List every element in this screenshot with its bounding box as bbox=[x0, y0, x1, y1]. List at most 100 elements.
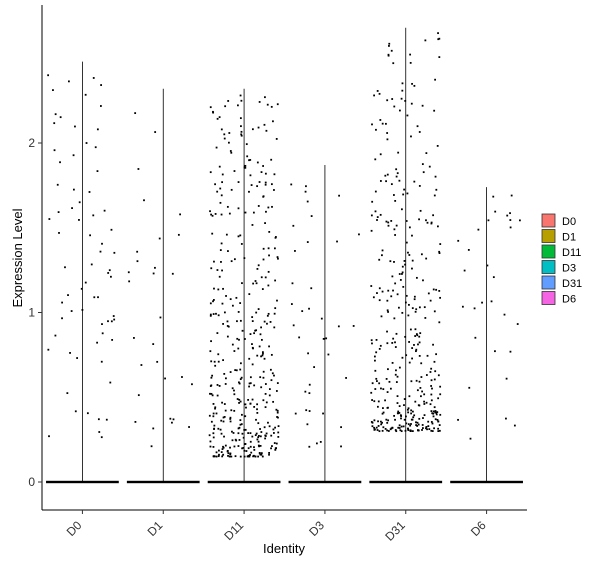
data-point bbox=[382, 388, 385, 391]
violin-base-d31 bbox=[369, 480, 443, 484]
data-point bbox=[216, 269, 219, 271]
data-point bbox=[150, 445, 153, 448]
data-point bbox=[275, 442, 278, 445]
data-point bbox=[212, 300, 214, 303]
data-point bbox=[434, 411, 437, 414]
data-point bbox=[267, 270, 270, 273]
data-point bbox=[158, 237, 161, 240]
data-point bbox=[411, 82, 413, 85]
data-point bbox=[434, 175, 437, 178]
data-point bbox=[220, 128, 223, 131]
data-point bbox=[436, 418, 439, 421]
data-point bbox=[381, 421, 383, 424]
data-point bbox=[417, 429, 419, 431]
data-point bbox=[257, 126, 260, 129]
data-point bbox=[404, 335, 407, 338]
data-point bbox=[225, 233, 228, 236]
data-point bbox=[376, 429, 379, 431]
data-point bbox=[221, 173, 224, 176]
data-point bbox=[259, 376, 262, 379]
data-point bbox=[212, 415, 215, 418]
data-point bbox=[385, 122, 387, 125]
data-point bbox=[225, 377, 227, 380]
data-point bbox=[435, 413, 438, 416]
data-point bbox=[211, 394, 214, 397]
data-point bbox=[221, 455, 224, 458]
data-point bbox=[374, 388, 377, 390]
data-point bbox=[240, 413, 243, 416]
data-point bbox=[113, 318, 116, 321]
data-point bbox=[171, 272, 174, 275]
data-point bbox=[249, 159, 252, 161]
data-point bbox=[381, 429, 384, 432]
data-point bbox=[426, 221, 429, 224]
data-point bbox=[392, 289, 394, 292]
data-point bbox=[467, 249, 470, 251]
data-point bbox=[430, 379, 433, 382]
data-point bbox=[376, 292, 378, 294]
data-point bbox=[212, 446, 215, 448]
data-point bbox=[229, 420, 232, 423]
data-point bbox=[220, 261, 222, 263]
data-point bbox=[59, 161, 61, 164]
data-point bbox=[294, 412, 297, 415]
data-point bbox=[273, 442, 276, 444]
data-point bbox=[244, 403, 247, 406]
data-point bbox=[240, 133, 243, 136]
data-point bbox=[402, 425, 405, 428]
data-point bbox=[252, 454, 255, 457]
data-point bbox=[270, 158, 273, 161]
data-point bbox=[468, 386, 471, 389]
data-point bbox=[233, 258, 236, 261]
data-point bbox=[234, 438, 237, 441]
data-point bbox=[222, 287, 224, 290]
data-point bbox=[437, 427, 440, 430]
data-point bbox=[407, 423, 410, 426]
data-point bbox=[244, 443, 247, 445]
data-point bbox=[439, 296, 442, 299]
data-point bbox=[213, 428, 215, 430]
data-point bbox=[381, 290, 384, 293]
data-point bbox=[243, 455, 246, 458]
data-point bbox=[394, 199, 397, 202]
data-point bbox=[434, 418, 437, 421]
data-point bbox=[429, 371, 432, 373]
data-point bbox=[403, 260, 406, 262]
data-point bbox=[260, 276, 263, 279]
data-point bbox=[136, 250, 139, 253]
data-point bbox=[408, 361, 411, 364]
data-point bbox=[371, 421, 374, 424]
data-point bbox=[230, 409, 233, 412]
data-point bbox=[78, 201, 81, 204]
data-point bbox=[371, 200, 374, 203]
data-point bbox=[394, 418, 396, 421]
data-point bbox=[253, 446, 255, 449]
data-point bbox=[378, 287, 381, 290]
data-point bbox=[273, 312, 276, 315]
data-point bbox=[89, 234, 91, 237]
data-point bbox=[277, 435, 280, 438]
data-point bbox=[400, 417, 402, 420]
data-point bbox=[398, 424, 401, 427]
data-point bbox=[110, 228, 113, 231]
data-point bbox=[208, 434, 211, 437]
data-point bbox=[210, 392, 213, 395]
data-point bbox=[224, 105, 227, 108]
data-point bbox=[308, 445, 311, 448]
data-point bbox=[112, 315, 115, 317]
data-point bbox=[230, 188, 233, 191]
data-point bbox=[428, 165, 431, 168]
data-point bbox=[210, 213, 213, 216]
data-point bbox=[430, 221, 433, 224]
data-point bbox=[393, 105, 396, 108]
data-point bbox=[111, 339, 114, 341]
data-point bbox=[252, 282, 255, 285]
data-point bbox=[372, 296, 375, 299]
data-point bbox=[430, 399, 433, 402]
data-point bbox=[254, 329, 257, 332]
data-point bbox=[392, 62, 395, 65]
data-point bbox=[439, 243, 442, 245]
data-point bbox=[259, 444, 262, 447]
data-point bbox=[437, 397, 440, 400]
